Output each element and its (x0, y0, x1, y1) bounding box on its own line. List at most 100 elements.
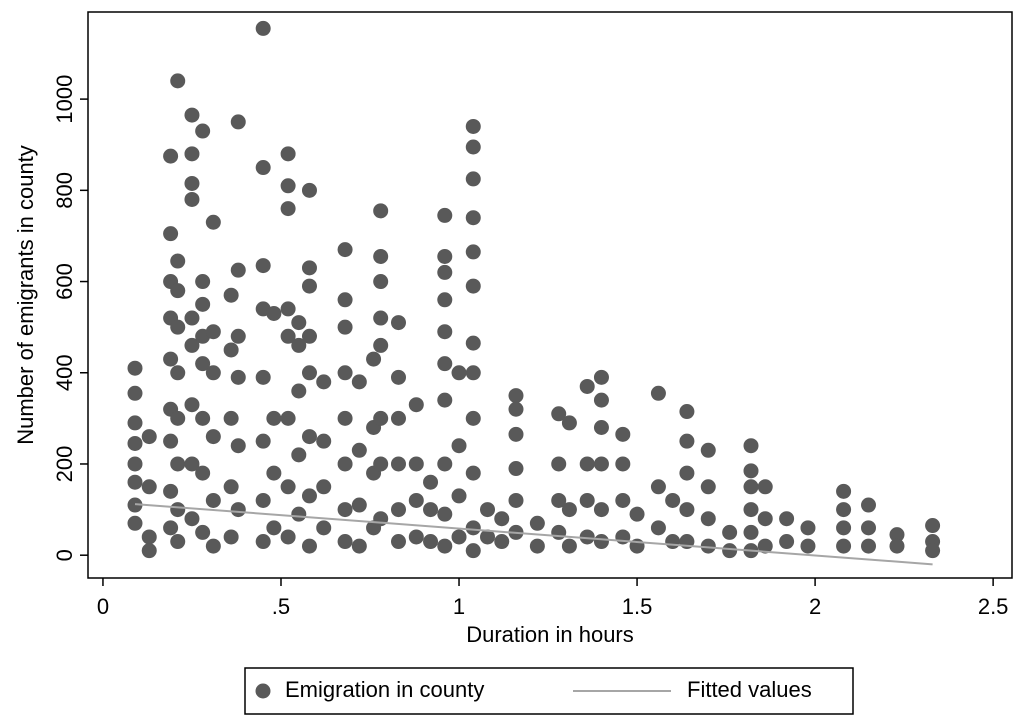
scatter-point (141, 529, 157, 545)
scatter-point (184, 107, 200, 123)
scatter-point (722, 524, 738, 540)
scatter-point (743, 438, 759, 454)
scatter-point (127, 385, 143, 401)
scatter-point (266, 520, 282, 536)
scatter-point (223, 479, 239, 495)
scatter-point (593, 534, 609, 550)
scatter-point (127, 474, 143, 490)
scatter-point (615, 426, 631, 442)
scatter-point (465, 210, 481, 226)
scatter-point (337, 456, 353, 472)
scatter-point (366, 351, 382, 367)
scatter-point (170, 534, 186, 550)
scatter-point (437, 356, 453, 372)
scatter-point (561, 415, 577, 431)
scatter-point (679, 465, 695, 481)
scatter-point (205, 324, 221, 340)
scatter-point (291, 337, 307, 353)
scatter-point (170, 410, 186, 426)
scatter-point (301, 182, 317, 198)
scatter-point (437, 456, 453, 472)
scatter-point (170, 253, 186, 269)
scatter-point (373, 203, 389, 219)
scatter-point (615, 456, 631, 472)
scatter-point (280, 178, 296, 194)
scatter-point (280, 479, 296, 495)
scatter-point (223, 529, 239, 545)
scatter-point (529, 538, 545, 554)
scatter-point (529, 515, 545, 531)
scatter-point (205, 365, 221, 381)
scatter-point (665, 492, 681, 508)
legend-box (244, 667, 854, 715)
scatter-point (451, 438, 467, 454)
scatter-point (373, 310, 389, 326)
scatter-point (266, 305, 282, 321)
x-tick-label: 1.5 (622, 594, 653, 619)
scatter-point (127, 515, 143, 531)
scatter-point (465, 465, 481, 481)
scatter-point (337, 410, 353, 426)
scatter-point (437, 207, 453, 223)
y-tick-label: 200 (52, 446, 77, 483)
scatter-point (925, 543, 941, 559)
scatter-point (551, 406, 567, 422)
scatter-point (836, 483, 852, 499)
scatter-point (291, 447, 307, 463)
scatter-point (551, 456, 567, 472)
scatter-point (170, 502, 186, 518)
scatter-point (465, 335, 481, 351)
scatter-point (579, 492, 595, 508)
scatter-point (593, 369, 609, 385)
scatter-point (255, 534, 271, 550)
scatter-point (195, 410, 211, 426)
scatter-point (437, 292, 453, 308)
scatter-point (291, 315, 307, 331)
scatter-point (223, 287, 239, 303)
scatter-point (408, 492, 424, 508)
scatter-point (205, 492, 221, 508)
scatter-point (593, 419, 609, 435)
scatter-point (170, 319, 186, 335)
scatter-point (127, 360, 143, 376)
scatter-point (223, 342, 239, 358)
scatter-point (195, 524, 211, 540)
scatter-point (351, 497, 367, 513)
scatter-point (779, 534, 795, 550)
scatter-point (390, 502, 406, 518)
scatter-point (700, 442, 716, 458)
scatter-point (650, 385, 666, 401)
scatter-point (184, 397, 200, 413)
scatter-point (301, 260, 317, 276)
scatter-point (170, 456, 186, 472)
scatter-point (184, 146, 200, 162)
scatter-point (230, 502, 246, 518)
scatter-point (437, 506, 453, 522)
scatter-point (579, 529, 595, 545)
scatter-point (280, 328, 296, 344)
scatter-point (170, 365, 186, 381)
scatter-point (800, 520, 816, 536)
scatter-point (163, 226, 179, 242)
scatter-point (508, 401, 524, 417)
scatter-point (255, 369, 271, 385)
scatter-point (163, 483, 179, 499)
scatter-point (561, 538, 577, 554)
scatter-point (195, 356, 211, 372)
x-tick-label: 2.5 (978, 594, 1009, 619)
scatter-point (163, 520, 179, 536)
scatter-point (836, 520, 852, 536)
scatter-point (301, 365, 317, 381)
scatter-point (390, 456, 406, 472)
scatter-point (437, 538, 453, 554)
scatter-point (280, 529, 296, 545)
y-tick-label: 800 (52, 172, 77, 209)
scatter-point (337, 319, 353, 335)
scatter-point (861, 497, 877, 513)
scatter-point (301, 328, 317, 344)
scatter-point (390, 410, 406, 426)
scatter-point (163, 433, 179, 449)
scatter-point (255, 492, 271, 508)
scatter-point (255, 258, 271, 274)
scatter-point (593, 502, 609, 518)
